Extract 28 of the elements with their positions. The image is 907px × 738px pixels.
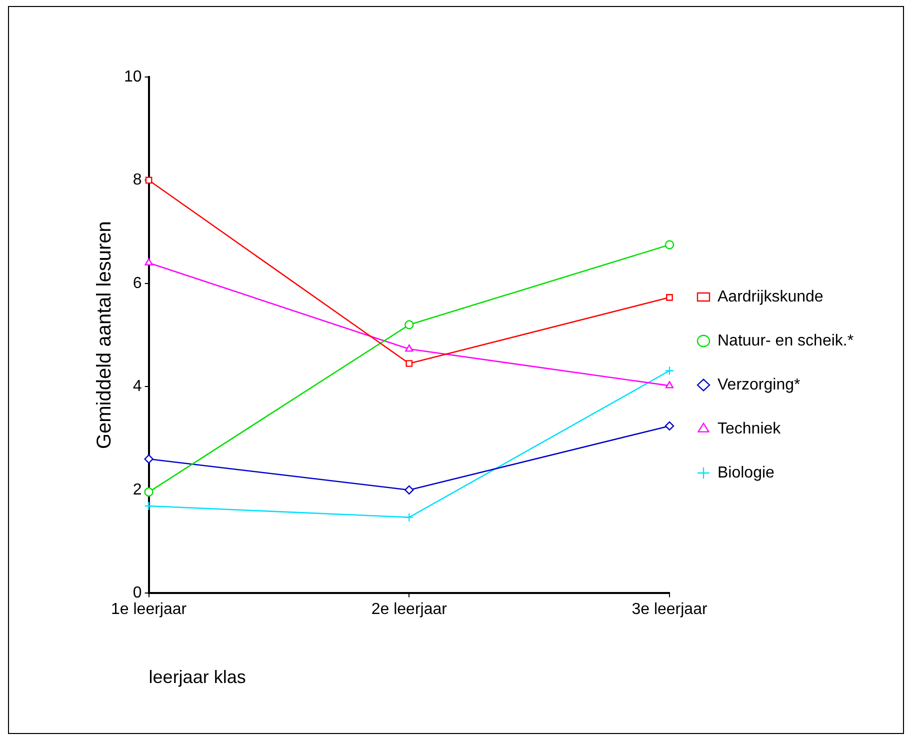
point [664,366,674,376]
y-axis-title: Gemiddeld aantal lesuren [94,221,116,450]
legend-label: Techniek [718,420,782,438]
point [406,360,413,367]
x-tick-label: 2e leerjaar [371,601,448,618]
y-tick-label: 4 [132,378,142,396]
y-tick-label: 6 [132,274,142,292]
point [666,294,673,301]
point [404,485,414,495]
point [145,176,152,184]
legend-label: Natuur- en scheik.* [718,332,854,350]
x-axis-title: leerjaar klas [148,667,246,688]
point [144,501,154,511]
point [664,240,674,250]
x-tick-label: 3e leerjaar [632,601,708,618]
point [404,512,414,522]
x-tick-label: 1e leerjaar [110,601,188,618]
point [404,320,414,330]
point [664,421,674,431]
point [144,487,154,497]
legend-label: Aardrijkskunde [718,288,824,306]
legend-label: Verzorging* [718,376,800,394]
y-tick-label: 2 [132,481,142,498]
y-tick-label: 0 [132,584,142,602]
y-tick-label: 8 [132,172,142,189]
legend-label: Biologie [718,464,775,482]
y-tick-label: 10 [124,68,142,86]
point [144,454,154,464]
